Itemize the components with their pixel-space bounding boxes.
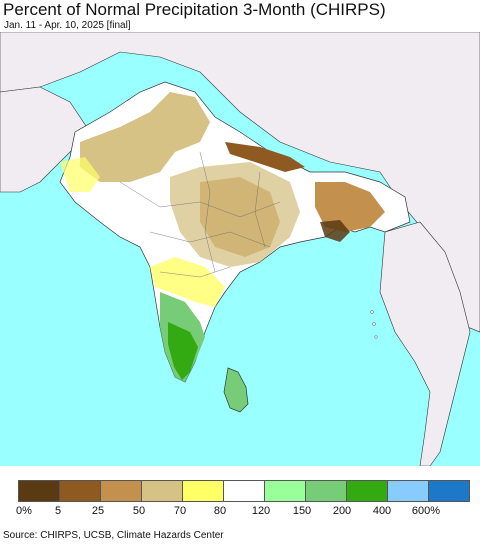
sri-lanka — [223, 367, 249, 413]
date-range-subtitle: Jan. 11 - Apr. 10, 2025 [final] — [4, 20, 131, 31]
andaman-islands — [370, 310, 378, 339]
legend-tick-8: 200 — [332, 505, 352, 517]
legend-tick-0: 0% — [16, 505, 32, 517]
yellow-west — [60, 157, 100, 192]
dry-region-east — [315, 182, 385, 232]
legend-swatch-4 — [183, 481, 224, 501]
bangladesh-dry — [320, 220, 350, 242]
legend-swatch-2 — [101, 481, 142, 501]
yellow-band — [150, 257, 225, 307]
legend-swatch-9 — [388, 481, 429, 501]
map-title: Percent of Normal Precipitation 3-Month … — [3, 0, 386, 19]
legend-tick-4: 70 — [173, 505, 187, 517]
legend-tick-9: 400 — [372, 505, 392, 517]
legend-swatch-1 — [60, 481, 101, 501]
dry-region-north — [80, 92, 210, 182]
legend-swatch-3 — [142, 481, 183, 501]
internal-borders — [119, 151, 281, 278]
legend-tick-3: 50 — [132, 505, 146, 517]
outside-land-east — [379, 221, 471, 466]
legend-tick-5: 80 — [213, 505, 227, 517]
legend-tick-1: 5 — [54, 505, 62, 517]
precipitation-map — [0, 32, 480, 466]
dry-region-central-tan — [170, 162, 300, 267]
wet-region-south-dark — [168, 322, 198, 380]
legend-swatch-10 — [429, 481, 469, 501]
legend-bar — [18, 480, 470, 502]
legend-swatch-0 — [19, 481, 60, 501]
legend-tick-7: 150 — [292, 505, 312, 517]
legend-swatch-5 — [224, 481, 265, 501]
legend-swatch-6 — [265, 481, 306, 501]
legend-tick-6: 120 — [251, 505, 271, 517]
source-credit: Source: CHIRPS, UCSB, Climate Hazards Ce… — [3, 530, 224, 541]
legend-tick-10: 600% — [411, 505, 441, 517]
legend-swatch-8 — [347, 481, 388, 501]
legend-swatch-7 — [306, 481, 347, 501]
legend-tick-2: 25 — [91, 505, 105, 517]
dry-region-nepal — [225, 142, 305, 172]
